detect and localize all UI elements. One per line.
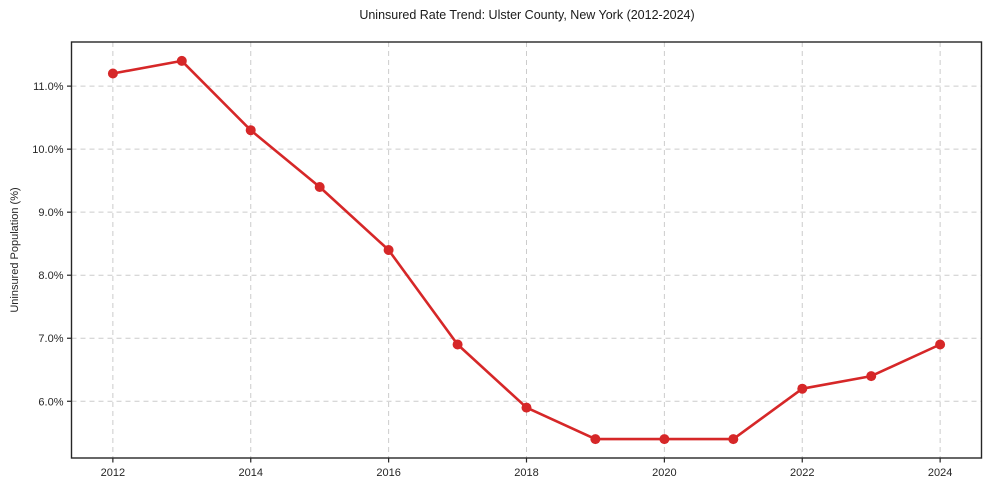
y-tick-label: 7.0%	[38, 333, 63, 345]
data-point	[521, 402, 532, 413]
x-tick-label: 2012	[101, 467, 125, 479]
data-point	[728, 434, 739, 445]
x-tick-label: 2020	[652, 467, 676, 479]
y-tick-label: 8.0%	[38, 270, 63, 282]
y-tick-label: 11.0%	[33, 81, 64, 93]
data-point	[314, 182, 325, 192]
data-point	[590, 434, 601, 445]
data-point	[935, 339, 946, 350]
data-point	[452, 339, 463, 350]
data-point	[866, 371, 877, 382]
y-tick-label: 9.0%	[38, 207, 63, 219]
x-tick-label: 2022	[790, 467, 814, 479]
y-tick-label: 10.0%	[32, 144, 63, 156]
data-point	[659, 434, 670, 445]
data-point	[383, 245, 394, 255]
x-tick-label: 2014	[239, 467, 263, 479]
x-tick-label: 2016	[376, 467, 400, 479]
chart-title: Uninsured Rate Trend: Ulster County, New…	[359, 8, 695, 22]
y-tick-label: 6.0%	[38, 396, 63, 408]
data-point	[245, 125, 256, 136]
data-point	[176, 55, 187, 66]
data-point	[107, 68, 118, 79]
data-point	[797, 383, 808, 394]
x-tick-label: 2018	[514, 467, 538, 479]
x-tick-label: 2024	[928, 467, 952, 479]
